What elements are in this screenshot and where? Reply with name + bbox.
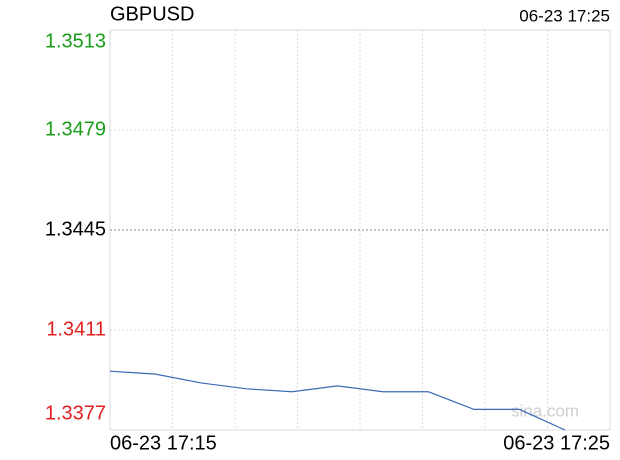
chart-title: GBPUSD <box>110 3 194 25</box>
watermark: sina.com <box>511 401 579 420</box>
y-tick-label: 1.3513 <box>45 30 106 52</box>
price-line <box>109 370 566 431</box>
x-tick-label: 06-23 17:25 <box>503 432 610 454</box>
y-tick-label: 1.3479 <box>45 118 106 140</box>
y-tick-label: 1.3411 <box>46 318 106 340</box>
timestamp: 06-23 17:25 <box>519 6 610 25</box>
x-tick-label: 06-23 17:15 <box>110 432 217 454</box>
y-tick-label: 1.3445 <box>45 218 106 240</box>
y-tick-label: 1.3377 <box>45 402 106 424</box>
